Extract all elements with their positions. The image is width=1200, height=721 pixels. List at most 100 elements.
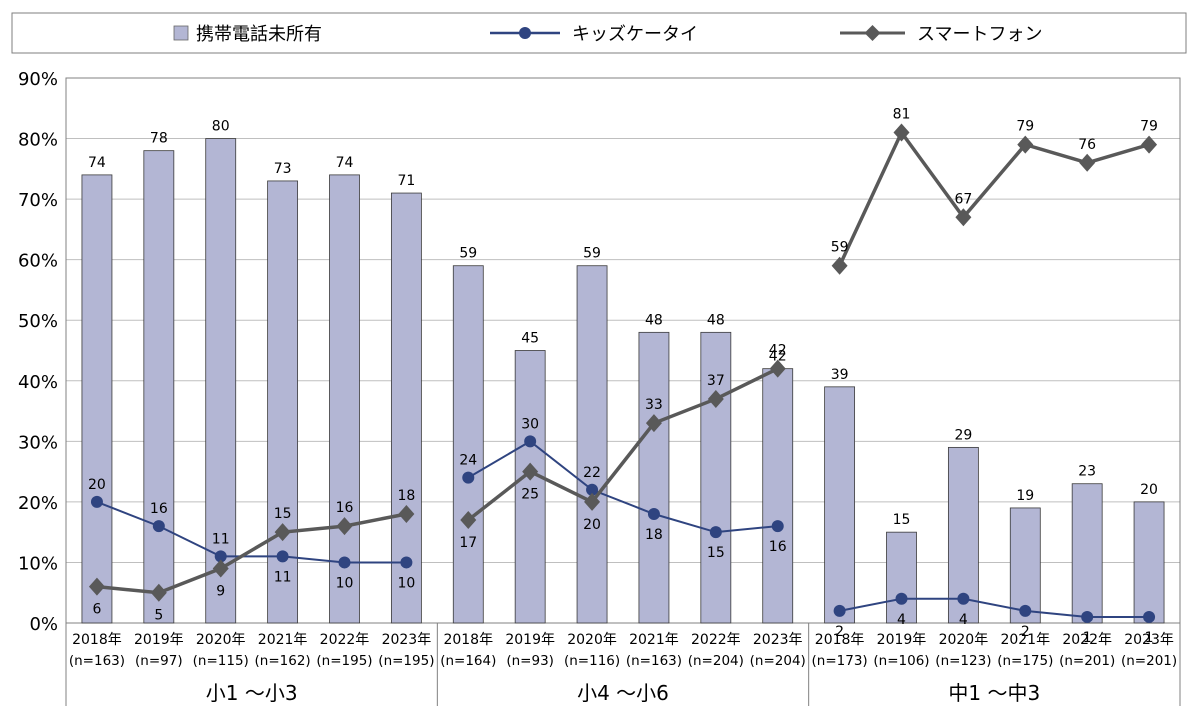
smartphone-data-label: 59	[831, 240, 849, 256]
group-label: 小4 ～小6	[577, 681, 669, 705]
y-tick-label: 60%	[18, 251, 58, 272]
smartphone-point	[460, 511, 477, 530]
bar	[267, 180, 299, 624]
smartphone-data-label: 25	[521, 487, 539, 503]
kids-phone-point	[957, 592, 970, 605]
kids-phone-data-label: 2	[835, 624, 844, 640]
kids-phone-point	[833, 604, 846, 617]
bar-data-label: 78	[150, 131, 168, 147]
x-tick-sample-size: (n=106)	[873, 653, 929, 669]
x-tick-year: 2023年	[382, 632, 432, 648]
kids-phone-line	[96, 500, 407, 564]
legend-marker-smartphone	[864, 25, 881, 41]
x-tick-year: 2018年	[443, 632, 493, 648]
x-tick-year: 2021年	[629, 632, 679, 648]
smartphone-data-label: 5	[154, 608, 163, 624]
y-tick-label: 80%	[18, 130, 58, 151]
bar-data-label: 80	[212, 119, 230, 135]
smartphone-line	[467, 367, 779, 522]
kids-phone-data-label: 2	[1021, 624, 1030, 640]
smartphone-point	[955, 208, 972, 227]
x-tick-year: 2023年	[1124, 632, 1174, 648]
bar-data-label: 15	[893, 512, 911, 528]
kids-phone-point	[771, 520, 784, 533]
kids-phone-point	[462, 471, 475, 484]
x-tick-sample-size: (n=204)	[688, 653, 744, 669]
y-tick-label: 50%	[18, 311, 58, 332]
smartphone-data-label: 16	[336, 500, 354, 516]
x-tick-sample-size: (n=163)	[69, 653, 125, 669]
x-tick-sample-size: (n=164)	[440, 653, 496, 669]
bar-data-label: 73	[274, 161, 292, 177]
smartphone-data-label: 42	[769, 343, 787, 359]
x-tick-year: 2018年	[815, 632, 865, 648]
x-tick-sample-size: (n=204)	[750, 653, 806, 669]
group-label: 小1 ～小3	[206, 681, 298, 705]
bar-data-label: 45	[521, 331, 539, 347]
smartphone-data-label: 81	[893, 107, 911, 123]
kids-phone-point	[400, 556, 413, 569]
smartphone-line	[96, 512, 407, 595]
kids-phone-point	[338, 556, 351, 569]
smartphone-point	[707, 389, 724, 408]
smartphone-point	[769, 359, 786, 378]
smartphone-data-label: 67	[954, 191, 972, 207]
x-tick-year: 2020年	[939, 632, 989, 648]
kids-phone-data-label: 30	[521, 416, 539, 432]
smartphone-point	[522, 462, 539, 481]
kids-phone-point	[152, 520, 165, 533]
x-tick-sample-size: (n=195)	[316, 653, 372, 669]
group-label: 中1 ～中3	[948, 681, 1040, 705]
x-tick-sample-size: (n=195)	[378, 653, 434, 669]
y-tick-label: 0%	[29, 614, 58, 635]
legend-marker-kids	[519, 27, 531, 39]
x-tick-year: 2022年	[320, 632, 370, 648]
kids-phone-point	[1019, 604, 1032, 617]
smartphone-data-label: 9	[216, 584, 225, 600]
smartphone-point	[831, 256, 848, 275]
kids-phone-point	[709, 526, 722, 539]
smartphone-data-label: 20	[583, 517, 601, 533]
x-tick-sample-size: (n=115)	[193, 653, 249, 669]
bar	[205, 138, 237, 624]
smartphone-point	[1141, 135, 1158, 154]
x-tick-sample-size: (n=173)	[812, 653, 868, 669]
smartphone-data-label: 37	[707, 373, 725, 389]
kids-phone-data-label: 18	[645, 527, 663, 543]
kids-phone-data-label: 10	[397, 575, 415, 591]
x-tick-year: 2019年	[877, 632, 927, 648]
x-tick-sample-size: (n=93)	[506, 653, 554, 669]
smartphone-point	[336, 517, 353, 536]
y-tick-label: 10%	[18, 553, 58, 574]
x-tick-year: 2022年	[1062, 632, 1112, 648]
x-tick-year: 2021年	[1000, 632, 1050, 648]
kids-phone-point	[895, 592, 908, 605]
bar-data-label: 29	[954, 427, 972, 443]
smartphone-point	[584, 492, 601, 511]
x-tick-year: 2020年	[567, 632, 617, 648]
smartphone-data-label: 6	[92, 602, 101, 618]
bar-data-label: 74	[88, 155, 106, 171]
bar	[762, 368, 794, 624]
bar-data-label: 59	[583, 246, 601, 262]
bar	[638, 331, 670, 624]
bar	[81, 174, 113, 624]
kids-phone-point	[1081, 610, 1094, 623]
bar-data-label: 74	[336, 155, 354, 171]
smartphone-point	[398, 505, 415, 523]
x-tick-sample-size: (n=162)	[255, 653, 311, 669]
smartphone-data-label: 79	[1016, 119, 1034, 135]
x-tick-year: 2018年	[72, 632, 122, 648]
smartphone-point	[645, 414, 662, 433]
legend-label-smartphone: スマートフォン	[917, 24, 1042, 45]
legend-label-bar: 携帯電話未所有	[196, 24, 322, 45]
x-tick-sample-size: (n=201)	[1059, 653, 1115, 669]
kids-phone-line	[467, 440, 778, 534]
kids-phone-point	[586, 483, 599, 496]
kids-phone-line	[839, 597, 1150, 618]
kids-phone-data-label: 11	[212, 531, 230, 547]
x-tick-sample-size: (n=123)	[935, 653, 991, 669]
bar	[700, 331, 732, 624]
